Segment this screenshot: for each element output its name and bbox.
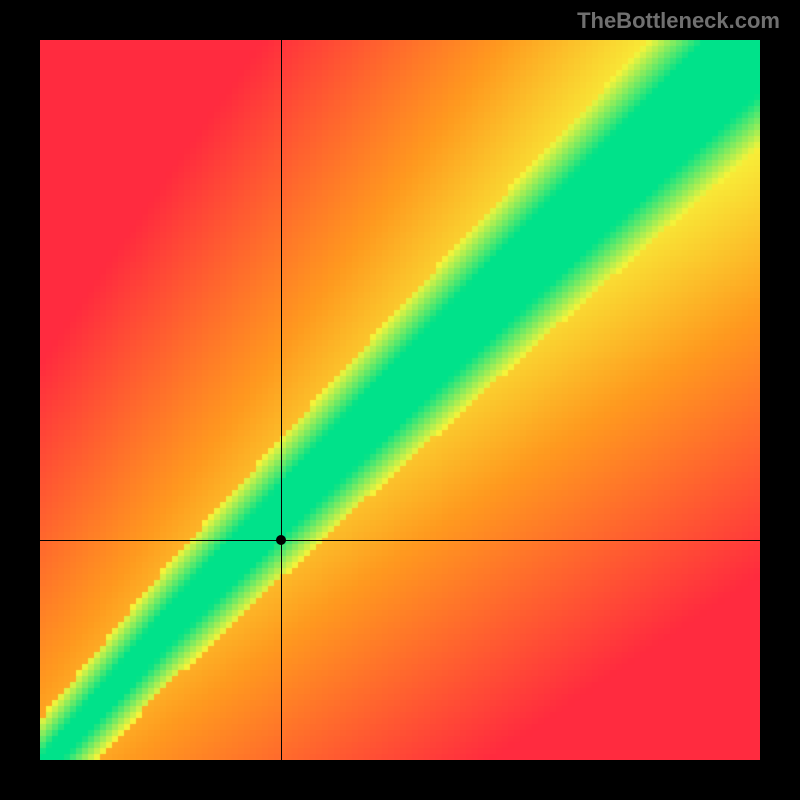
heatmap-canvas [40,40,760,760]
chart-container: { "watermark": { "text": "TheBottleneck.… [0,0,800,800]
watermark-text: TheBottleneck.com [577,8,780,34]
crosshair-vertical [281,40,282,760]
plot-area [40,40,760,760]
crosshair-horizontal [40,540,760,541]
